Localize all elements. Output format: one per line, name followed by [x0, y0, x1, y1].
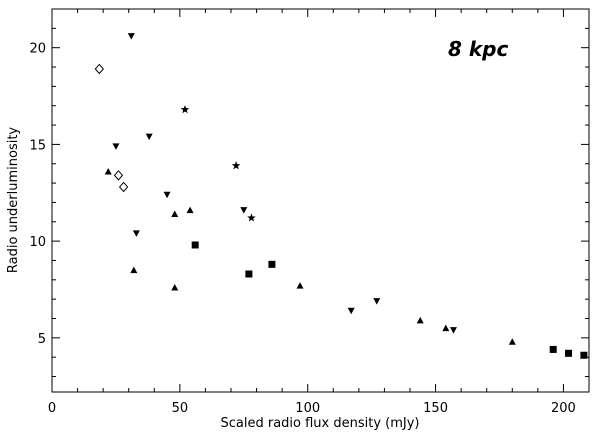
point-triangle-up [130, 266, 138, 274]
point-triangle-down [163, 191, 171, 199]
point-square [268, 260, 276, 268]
point-triangle-up [104, 167, 112, 175]
point-square [191, 241, 199, 249]
point-triangle-up [296, 282, 304, 289]
point-square [580, 351, 588, 359]
point-diamond [118, 181, 129, 193]
point-star [231, 161, 241, 170]
point-triangle-down [132, 230, 140, 237]
point-triangle-up [416, 316, 424, 324]
point-square [549, 345, 557, 353]
point-star [247, 213, 256, 222]
point-triangle-down [347, 307, 355, 315]
point-square [245, 270, 253, 278]
y-tick-label: 20 [29, 42, 46, 57]
axis-ticks [51, 9, 590, 392]
point-star [180, 105, 190, 114]
point-triangle-up [508, 338, 516, 345]
x-tick-label: 100 [295, 401, 320, 416]
y-tick-label: 15 [29, 138, 46, 153]
plot-frame [51, 8, 590, 393]
point-triangle-down [145, 133, 153, 141]
point-triangle-up [442, 324, 450, 332]
data-points [94, 33, 588, 359]
point-triangle-up [186, 206, 194, 214]
point-diamond [113, 170, 124, 181]
point-triangle-down [240, 207, 248, 214]
y-tick-label: 5 [38, 332, 46, 347]
point-triangle-down [127, 33, 135, 40]
x-axis-label: Scaled radio flux density (mJy) [220, 416, 419, 431]
point-triangle-down [112, 143, 120, 150]
distance-annotation: 8 kpc [448, 37, 508, 61]
y-tick-label: 10 [29, 235, 46, 250]
y-axis-label: Radio underluminosity [6, 127, 21, 274]
tick-labels: 0 50 100 150 200 5 10 15 20 [29, 42, 575, 416]
x-tick-label: 0 [48, 401, 56, 416]
point-triangle-down [449, 327, 457, 334]
point-triangle-down [373, 298, 381, 305]
x-tick-label: 150 [423, 401, 448, 416]
point-triangle-up [171, 210, 179, 218]
x-tick-label: 50 [172, 401, 189, 416]
x-tick-label: 200 [551, 401, 576, 416]
point-triangle-up [171, 284, 179, 291]
point-square [565, 349, 573, 357]
point-diamond [94, 63, 104, 75]
